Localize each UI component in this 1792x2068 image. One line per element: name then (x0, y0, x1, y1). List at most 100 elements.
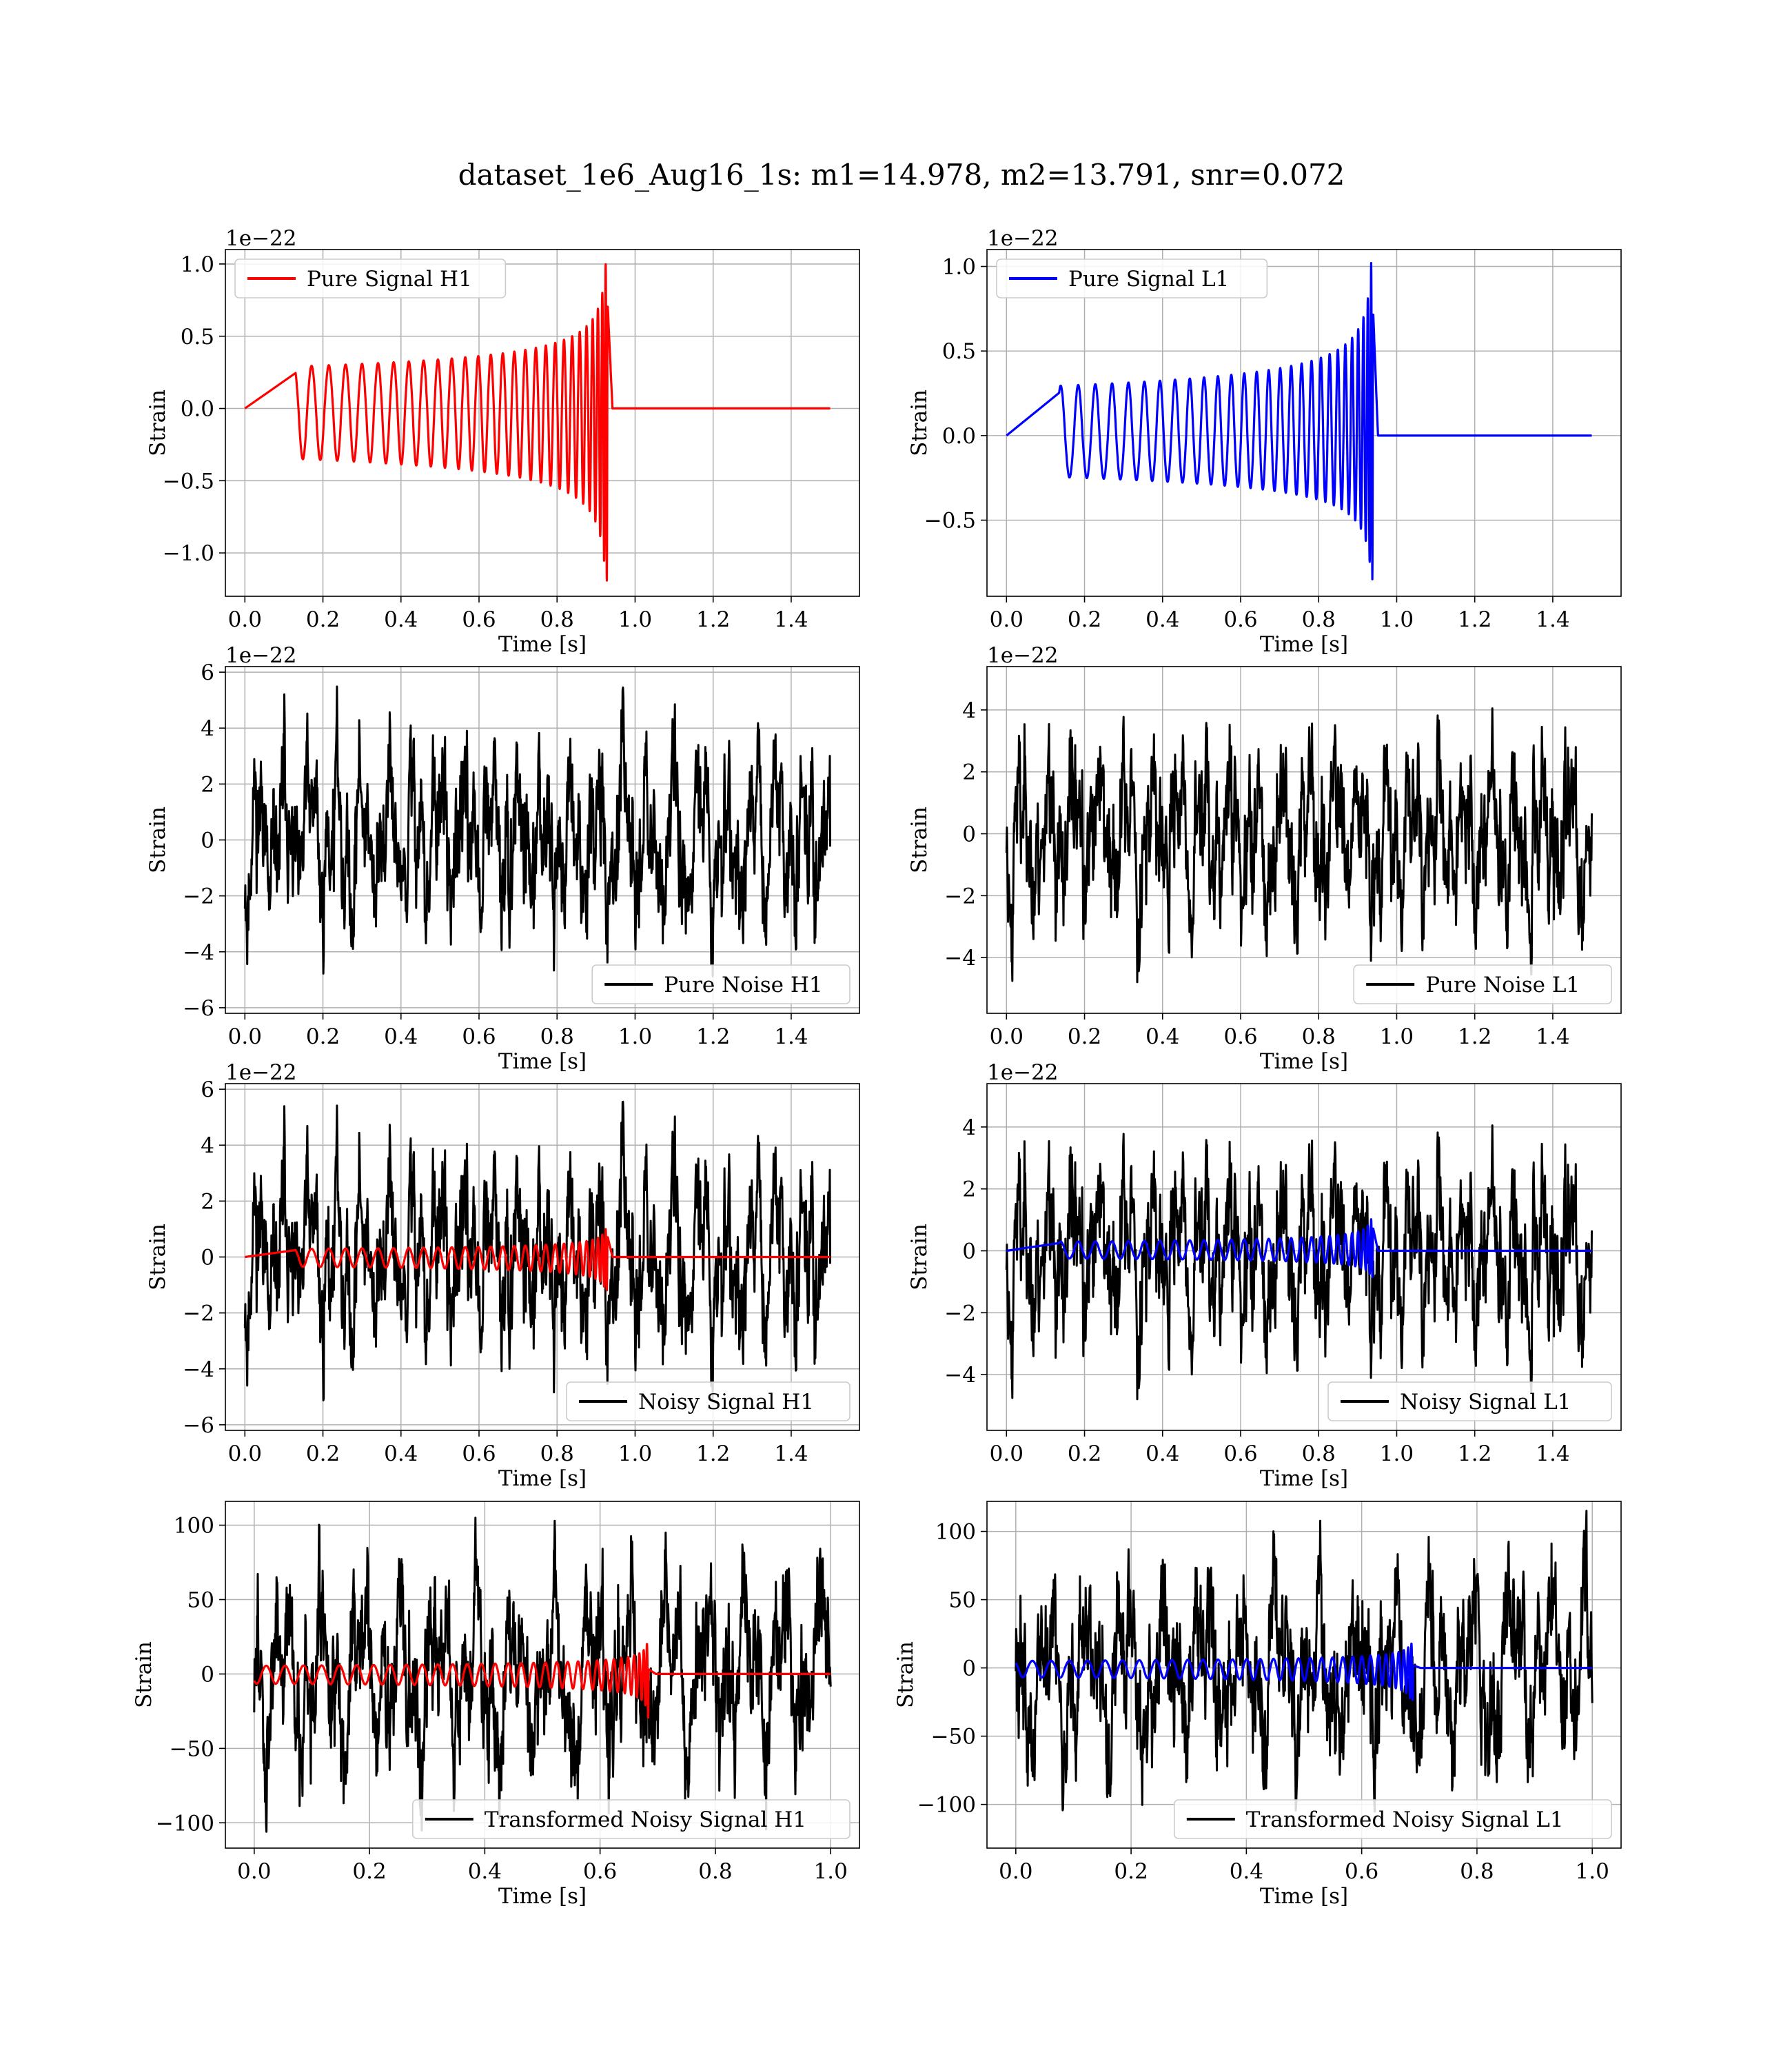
series-group (1006, 262, 1593, 580)
subplot-pure-signal-l1: 0.0 0.2 0.4 0.6 0.8 1.0 1.2 1.4 −0.5 0.0 0.5 1.0 Tim… (907, 226, 1622, 657)
y-tick-label: 0 (201, 1662, 214, 1687)
y-axis-label: Strain (145, 1224, 170, 1290)
series-line-signal (1006, 1218, 1593, 1279)
y-tick-label: 100 (935, 1520, 976, 1545)
y-tick-label: −0.5 (163, 469, 214, 494)
y-tick-label: 2 (962, 760, 976, 785)
y-tick-label: −4 (944, 946, 976, 971)
legend: Pure Noise H1 (591, 964, 851, 1004)
x-tick-label: 0.0 (990, 1024, 1024, 1049)
subplot-transformed-noisy-signal-h1: 0.0 0.2 0.4 0.6 0.8 1.0 −100 −50 0 50 100 Time [s] S… (132, 1501, 860, 1909)
y-tick-label: 4 (201, 716, 214, 741)
x-tick-label: 1.0 (618, 607, 652, 632)
y-axis-label: Strain (145, 389, 170, 456)
x-tick-label: 1.4 (774, 607, 808, 632)
y-tick-label: 0.0 (181, 397, 214, 422)
y-tick-label: −4 (183, 940, 214, 965)
y-offset-text: 1e−22 (225, 1060, 297, 1085)
x-tick-label: 0.4 (1146, 607, 1179, 632)
subplot-pure-signal-h1: 0.0 0.2 0.4 0.6 0.8 1.0 1.2 1.4 −1.0 −0.5 0.0 0.5 1.… (145, 226, 860, 657)
legend: Noisy Signal H1 (566, 1381, 851, 1421)
y-axis-label: Strain (145, 807, 170, 873)
y-tick-label: 0 (962, 1239, 976, 1264)
x-tick-label: 1.4 (774, 1441, 808, 1466)
x-tick-label: 1.4 (1536, 1024, 1569, 1049)
x-tick-label: 1.2 (1458, 607, 1491, 632)
legend-box (1327, 1381, 1612, 1421)
series-line-noise (243, 1100, 831, 1401)
subplot-noisy-signal-h1: 0.0 0.2 0.4 0.6 0.8 1.0 1.2 1.4 −6 −4 −2 0 2 4 6 Time [… (145, 1060, 860, 1491)
y-tick-label: −2 (944, 884, 976, 909)
series-group (1015, 1510, 1594, 1813)
y-tick-label: −100 (156, 1811, 214, 1836)
x-tick-label: 1.4 (1536, 607, 1569, 632)
x-tick-label: 0.0 (237, 1859, 271, 1884)
y-tick-label: 4 (201, 1133, 214, 1158)
legend-box (996, 258, 1268, 298)
x-axis-label: Time [s] (498, 632, 587, 657)
y-tick-label: 50 (187, 1588, 214, 1612)
x-tick-label: 0.8 (540, 1441, 574, 1466)
x-tick-label: 0.4 (1230, 1859, 1263, 1884)
x-tick-label: 0.8 (698, 1859, 732, 1884)
legend: Pure Signal H1 (234, 258, 507, 298)
x-tick-label: 0.6 (1223, 1441, 1257, 1466)
y-tick-label: −2 (944, 1301, 976, 1326)
series-group (253, 1517, 832, 1833)
legend-label: Pure Signal H1 (307, 267, 472, 292)
y-tick-label: 0.5 (942, 339, 976, 364)
x-tick-label: 0.6 (462, 1441, 496, 1466)
x-tick-label: 1.2 (1458, 1441, 1491, 1466)
y-tick-label: −0.5 (924, 509, 976, 534)
series-group (244, 263, 831, 582)
series-line-signal (244, 263, 831, 582)
series-line-signal (1015, 1642, 1594, 1701)
x-tick-label: 0.6 (462, 1024, 496, 1049)
y-tick-label: 2 (962, 1177, 976, 1202)
y-tick-label: −6 (183, 996, 214, 1021)
x-tick-label: 1.2 (696, 607, 730, 632)
series-line-signal (245, 1228, 831, 1292)
legend-label: Pure Signal L1 (1068, 267, 1229, 292)
x-tick-label: 0.4 (384, 1441, 418, 1466)
x-tick-label: 1.2 (696, 1441, 730, 1466)
y-tick-label: −6 (183, 1413, 214, 1438)
y-tick-label: 2 (201, 772, 214, 797)
legend: Noisy Signal L1 (1327, 1381, 1612, 1421)
x-tick-label: 0.6 (462, 607, 496, 632)
y-axis-label: Strain (907, 1224, 932, 1290)
y-tick-label: 0.5 (181, 325, 214, 349)
series-line-noise (243, 685, 831, 977)
x-tick-label: 0.4 (384, 607, 418, 632)
x-axis-label: Time [s] (498, 1466, 587, 1491)
y-tick-label: 6 (201, 1077, 214, 1102)
legend: Transformed Noisy Signal H1 (411, 1799, 851, 1839)
x-tick-label: 0.2 (1068, 1441, 1101, 1466)
subplot-pure-noise-h1: 0.0 0.2 0.4 0.6 0.8 1.0 1.2 1.4 −6 −4 −2 0 2 4 6 Time [… (145, 643, 860, 1074)
y-offset-text: 1e−22 (225, 226, 297, 251)
y-tick-label: −4 (944, 1363, 976, 1388)
axes-frame (986, 666, 1622, 1014)
x-axis-label: Time [s] (1260, 1466, 1348, 1491)
legend-label: Pure Noise H1 (664, 973, 822, 997)
legend-box (1174, 1799, 1612, 1839)
series-group (1005, 1124, 1593, 1401)
x-tick-label: 0.6 (583, 1859, 617, 1884)
y-tick-label: 0 (201, 1246, 214, 1270)
x-tick-label: 0.0 (999, 1859, 1032, 1884)
legend-box (566, 1381, 851, 1421)
x-tick-label: 0.2 (306, 607, 340, 632)
x-tick-label: 0.8 (1302, 607, 1336, 632)
y-tick-label: −2 (183, 884, 214, 909)
x-tick-label: 1.0 (618, 1441, 652, 1466)
x-axis-label: Time [s] (1260, 632, 1348, 657)
y-tick-label: 1.0 (942, 255, 976, 280)
x-tick-label: 0.2 (352, 1859, 386, 1884)
y-axis-label: Strain (907, 389, 932, 456)
legend-label: Noisy Signal L1 (1400, 1390, 1571, 1415)
legend-box (1353, 964, 1612, 1004)
subplot-grid: 0.0 0.2 0.4 0.6 0.8 1.0 1.2 1.4 −1.0 −0.5 0.0 0.5 1.… (132, 226, 1622, 1909)
series-line-noise (1005, 1124, 1593, 1401)
x-tick-label: 0.0 (228, 1024, 262, 1049)
y-tick-label: 1.0 (181, 252, 214, 277)
